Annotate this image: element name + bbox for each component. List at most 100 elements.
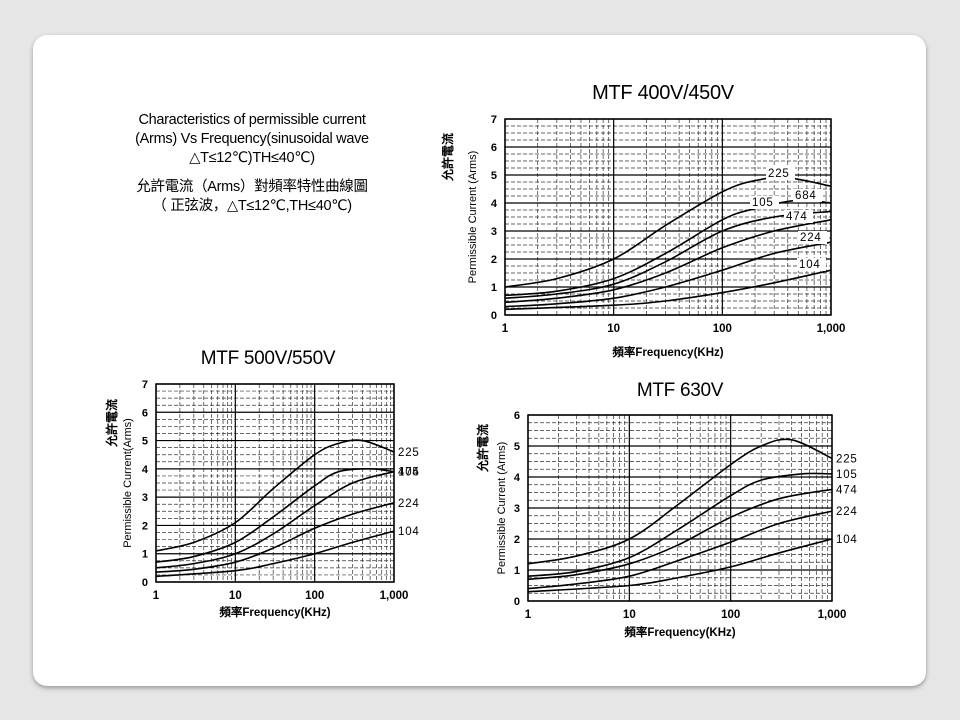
description-en-line: (Arms) Vs Frequency(sinusoidal wave xyxy=(135,131,369,147)
plot-frame xyxy=(155,383,395,583)
y-tick-label: 2 xyxy=(514,534,520,546)
chart-title: MTF 630V xyxy=(637,380,724,401)
x-tick-label: 10 xyxy=(623,609,636,621)
series-label-474: 474 xyxy=(836,484,858,496)
series-line-105 xyxy=(504,210,832,299)
series-label-105: 105 xyxy=(836,469,858,481)
y-tick-label: 0 xyxy=(491,310,497,322)
chart-title: MTF 400V/450V xyxy=(592,82,735,104)
major-grid xyxy=(527,414,833,602)
chart-title: MTF 500V/550V xyxy=(201,348,336,369)
series-label-225: 225 xyxy=(398,447,420,459)
x-tick-label: 1,000 xyxy=(380,590,409,602)
x-tick-label: 1,000 xyxy=(817,323,846,335)
series-label-224: 224 xyxy=(800,232,822,244)
y-tick-label: 6 xyxy=(142,407,148,419)
y-tick-label: 3 xyxy=(491,226,497,238)
series-line-105 xyxy=(155,468,395,563)
series-label-104: 104 xyxy=(799,259,821,271)
x-tick-label: 1 xyxy=(525,609,532,621)
x-tick-label: 1 xyxy=(502,323,509,335)
series-line-225 xyxy=(527,438,833,565)
series-line-224 xyxy=(504,241,832,308)
series-label-224: 224 xyxy=(836,506,858,518)
series-line-474 xyxy=(504,219,832,304)
y-tick-label: 5 xyxy=(514,441,520,453)
x-tick-label: 10 xyxy=(229,590,242,602)
series-line-104 xyxy=(155,530,395,578)
y-tick-label: 4 xyxy=(491,198,498,210)
grid xyxy=(156,384,394,582)
description-zh-line: （ 正弦波，△T≤12℃,TH≤40℃) xyxy=(152,198,352,214)
series-line-474 xyxy=(155,470,395,569)
y-tick-label: 2 xyxy=(142,520,148,532)
series-line-105 xyxy=(527,472,833,577)
y-tick-label: 5 xyxy=(142,436,148,448)
y-tick-label: 1 xyxy=(491,282,497,294)
x-tick-label: 1 xyxy=(153,590,160,602)
y-tick-label: 4 xyxy=(142,464,149,476)
series-line-104 xyxy=(527,538,833,593)
x-tick-label: 100 xyxy=(305,590,324,602)
y-axis-label-zh: 允許電流 xyxy=(475,424,490,473)
y-tick-label: 3 xyxy=(142,492,148,504)
series-label-bg xyxy=(766,167,795,180)
series-label-bg xyxy=(784,210,813,223)
y-tick-label: 0 xyxy=(142,577,148,589)
y-axis-label: Permissible Current(Arms) xyxy=(122,418,134,548)
series-label-bg xyxy=(798,231,827,244)
description-block: Characteristics of permissible current (… xyxy=(92,111,412,216)
y-axis-label-zh: 允許電流 xyxy=(440,133,455,182)
series-label-105: 105 xyxy=(752,197,774,209)
series-label-bg xyxy=(793,189,822,202)
series-line-104 xyxy=(504,269,832,311)
x-tick-label: 100 xyxy=(721,609,740,621)
series-label-104: 104 xyxy=(836,534,858,546)
y-tick-label: 7 xyxy=(142,379,148,391)
y-tick-label: 1 xyxy=(514,565,520,577)
x-tick-label: 10 xyxy=(607,323,620,335)
series-label-bg xyxy=(797,258,826,271)
y-tick-label: 0 xyxy=(514,596,520,608)
series-label-104: 104 xyxy=(398,526,420,538)
plot-frame xyxy=(504,118,832,316)
series-label-474: 474 xyxy=(786,211,808,223)
series-line-224 xyxy=(527,510,833,590)
y-tick-label: 3 xyxy=(514,503,520,515)
series-label-684: 684 xyxy=(795,190,817,202)
series-label-224: 224 xyxy=(398,498,420,510)
series-label-225: 225 xyxy=(768,168,790,180)
x-axis-label: 頻率Frequency(KHz) xyxy=(612,345,723,359)
y-tick-label: 6 xyxy=(514,410,520,422)
y-tick-label: 7 xyxy=(491,114,497,126)
y-axis-label: Permissible Current (Arms) xyxy=(496,442,508,575)
y-tick-label: 4 xyxy=(514,472,521,484)
series-line-224 xyxy=(155,502,395,573)
series-label-105: 105 xyxy=(398,467,420,479)
x-axis-label: 頻率Frequency(KHz) xyxy=(219,605,330,619)
series-label-bg xyxy=(750,196,779,209)
x-axis-label: 頻率Frequency(KHz) xyxy=(624,625,735,639)
plot-frame xyxy=(527,414,833,602)
description-en-line: △T≤12℃)TH≤40℃) xyxy=(189,150,315,166)
x-tick-label: 100 xyxy=(713,323,732,335)
series-label-225: 225 xyxy=(836,453,858,465)
y-axis-label: Permissible Current (Arms) xyxy=(467,151,479,284)
y-tick-label: 6 xyxy=(491,142,497,154)
series-line-225 xyxy=(155,439,395,552)
y-tick-label: 1 xyxy=(142,549,148,561)
y-tick-label: 5 xyxy=(491,170,497,182)
y-tick-label: 2 xyxy=(491,254,497,266)
major-grid xyxy=(155,383,395,583)
description-zh-line: 允許電流（Arms）對頻率特性曲線圖 xyxy=(136,179,368,195)
description-en-line: Characteristics of permissible current xyxy=(138,112,366,128)
series-line-474 xyxy=(527,488,833,581)
x-tick-label: 1,000 xyxy=(818,609,847,621)
series-line-225 xyxy=(504,176,832,288)
series-label-474: 474 xyxy=(398,467,420,479)
y-axis-label-zh: 允許電流 xyxy=(104,399,119,448)
